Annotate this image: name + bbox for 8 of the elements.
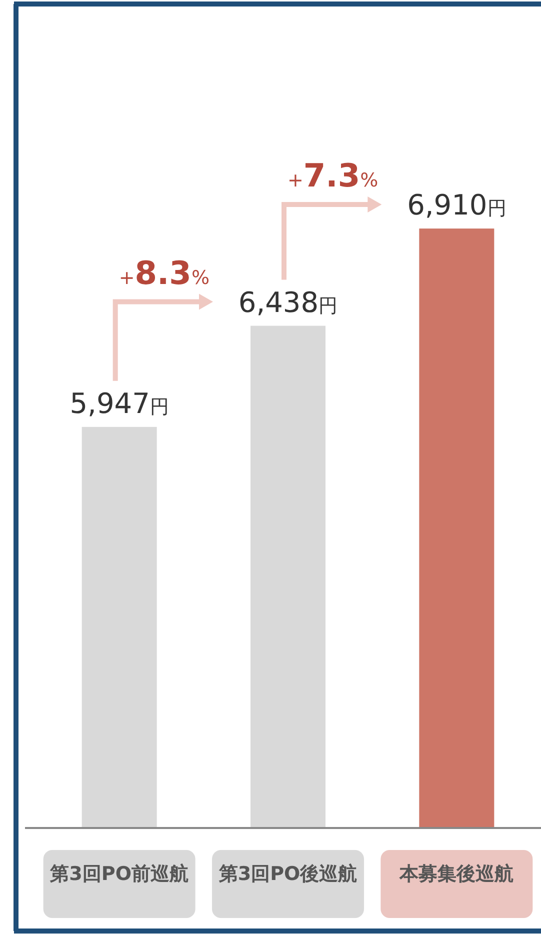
data-label: 6,910円	[407, 188, 506, 222]
x-tick-label: 第3回PO前巡航	[49, 863, 188, 885]
annotation: +8.3%	[118, 254, 210, 292]
data-label: 5,947円	[70, 386, 169, 420]
annotation: +7.3%	[287, 156, 378, 195]
data-label: 6,438円	[238, 286, 338, 319]
x-tick-label: 第3回PO後巡航	[218, 863, 358, 885]
x-tick-label: 本募集後巡航	[398, 863, 514, 885]
